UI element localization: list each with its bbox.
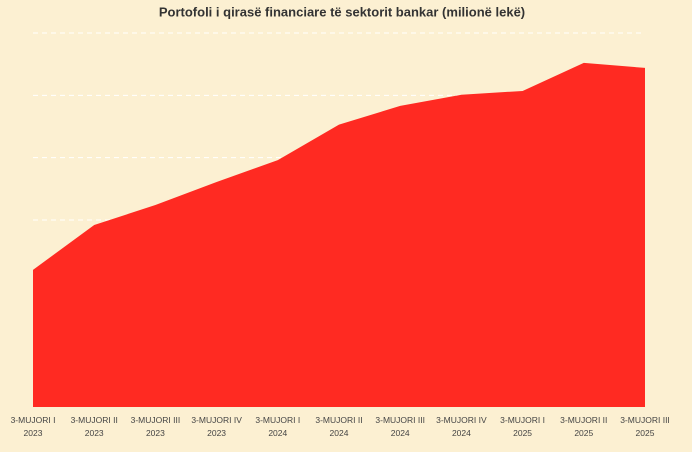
x-tick-label: 3-MUJORI III 2023 xyxy=(131,415,181,438)
x-tick-label-line: 2023 xyxy=(207,428,226,438)
x-tick-label: 3-MUJORI I 2025 xyxy=(500,415,545,438)
x-tick-label-line: 2024 xyxy=(268,428,287,438)
x-tick-label-line: 3-MUJORI IV xyxy=(436,415,487,425)
x-tick-label-line: 3-MUJORI II xyxy=(315,415,362,425)
x-tick-label-line: 3-MUJORI I xyxy=(500,415,545,425)
x-tick-label: 3-MUJORI IV 2024 xyxy=(436,415,487,438)
x-tick-label-line: 2025 xyxy=(636,428,655,438)
area xyxy=(33,62,645,408)
x-tick-label-line: 3-MUJORI III xyxy=(375,415,425,425)
x-tick-label-line: 2024 xyxy=(452,428,471,438)
x-tick-label-line: 3-MUJORI II xyxy=(560,415,607,425)
x-tick-label-line: 3-MUJORI III xyxy=(620,415,670,425)
x-tick-label: 3-MUJORI II 2024 xyxy=(315,415,362,438)
x-tick-label-line: 2023 xyxy=(85,428,104,438)
x-tick-label: 3-MUJORI IV 2023 xyxy=(191,415,242,438)
x-tick-label-line: 2024 xyxy=(330,428,349,438)
x-tick-label-line: 3-MUJORI III xyxy=(131,415,181,425)
x-tick-label-line: 2024 xyxy=(391,428,410,438)
chart-title: Portofoli i qirasë financiare të sektori… xyxy=(159,4,525,19)
x-tick-label-line: 2025 xyxy=(574,428,593,438)
x-tick-label: 3-MUJORI I 2024 xyxy=(255,415,300,438)
x-tick-label: 3-MUJORI I 2023 xyxy=(11,415,56,438)
x-tick-label-line: 3-MUJORI I xyxy=(255,415,300,425)
x-tick-label: 3-MUJORI II 2025 xyxy=(560,415,607,438)
x-tick-label: 3-MUJORI III 2024 xyxy=(375,415,425,438)
x-tick-label-line: 2023 xyxy=(24,428,43,438)
x-tick-label: 3-MUJORI III 2025 xyxy=(620,415,670,438)
x-tick-label-line: 3-MUJORI IV xyxy=(191,415,242,425)
x-tick-label-line: 2023 xyxy=(146,428,165,438)
x-tick-label-line: 3-MUJORI II xyxy=(71,415,118,425)
x-tick-label: 3-MUJORI II 2023 xyxy=(71,415,118,438)
x-tick-label-line: 2025 xyxy=(513,428,532,438)
x-tick-label-line: 3-MUJORI I xyxy=(11,415,56,425)
